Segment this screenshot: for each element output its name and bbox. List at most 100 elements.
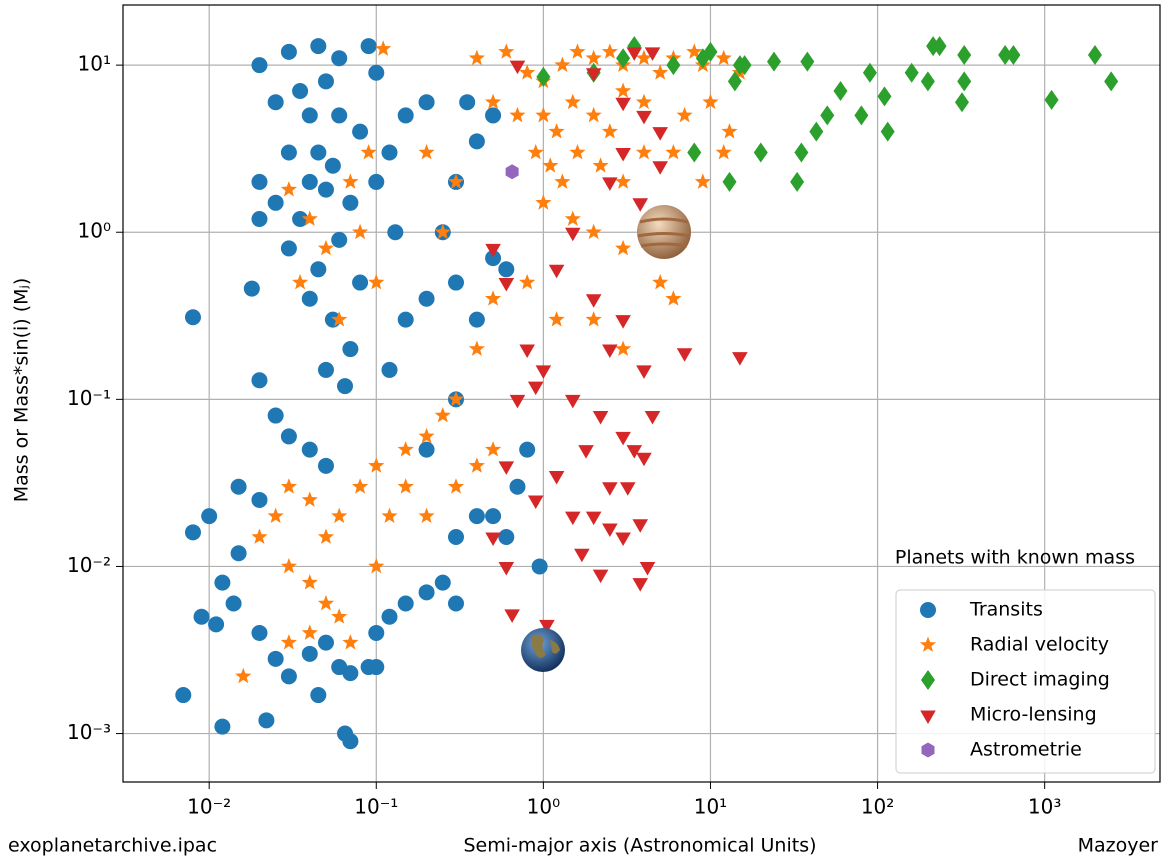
data-point <box>301 491 318 507</box>
data-point <box>387 224 404 241</box>
data-point <box>351 478 369 494</box>
data-point <box>381 361 398 378</box>
data-point <box>665 290 682 306</box>
data-point <box>434 223 451 240</box>
legend-marker <box>920 602 936 618</box>
data-point <box>519 344 535 359</box>
data-point <box>337 378 354 395</box>
data-point <box>535 194 552 210</box>
data-point <box>280 43 297 60</box>
data-point <box>732 352 748 366</box>
data-point <box>368 659 385 676</box>
data-point <box>615 82 632 98</box>
legend-label: Transits <box>969 599 1043 621</box>
data-point <box>235 667 252 684</box>
data-point <box>585 68 602 82</box>
data-point <box>800 51 815 72</box>
data-point <box>753 142 768 163</box>
data-point <box>715 144 732 160</box>
data-point <box>331 107 348 124</box>
data-point <box>280 557 297 574</box>
data-point <box>564 93 581 110</box>
data-point <box>352 274 369 291</box>
data-point <box>418 290 435 307</box>
data-point <box>301 624 318 640</box>
data-point <box>569 144 586 160</box>
data-point <box>251 528 268 544</box>
data-point <box>381 608 398 625</box>
x-tick-label: 10² <box>861 795 894 819</box>
data-point <box>509 106 526 123</box>
data-point <box>592 157 609 173</box>
data-point <box>267 507 284 524</box>
data-point <box>324 157 341 174</box>
data-point <box>301 441 318 458</box>
data-point <box>360 144 377 160</box>
legend-marker <box>921 670 935 690</box>
data-point <box>602 482 618 496</box>
data-point <box>554 173 571 189</box>
data-point <box>626 445 643 459</box>
data-point <box>1104 71 1119 92</box>
data-point <box>301 173 318 190</box>
y-tick-label: 10⁻² <box>67 553 111 577</box>
data-point <box>317 181 334 198</box>
ticks: 10⁻² 10⁻¹ 10⁰ 10¹ 10² 10³ 10⁻³ 10⁻² 10⁻¹ 10⁰ 10¹ <box>67 52 1061 819</box>
data-point <box>292 83 309 100</box>
data-point <box>635 144 653 160</box>
data-point <box>251 173 268 190</box>
data-point <box>854 105 869 126</box>
data-point <box>615 97 631 112</box>
data-point <box>418 507 435 524</box>
data-point <box>375 40 392 56</box>
data-point <box>214 574 231 591</box>
data-point <box>434 407 451 423</box>
data-point <box>932 36 947 57</box>
data-point <box>694 173 711 189</box>
data-point <box>619 482 636 496</box>
data-point <box>251 624 268 641</box>
data-point <box>542 157 559 173</box>
data-point <box>317 361 334 378</box>
data-point <box>585 311 602 327</box>
data-point <box>636 452 652 467</box>
data-point <box>535 365 552 379</box>
data-point <box>251 57 268 74</box>
data-point <box>498 278 515 292</box>
data-point <box>301 645 318 662</box>
data-point <box>509 60 526 75</box>
data-point <box>880 121 895 142</box>
points <box>175 36 1119 750</box>
data-point <box>485 243 501 258</box>
x-tick-label: 10¹ <box>694 795 727 819</box>
data-point <box>585 106 602 123</box>
data-point <box>509 394 526 409</box>
data-point <box>636 365 652 379</box>
data-point <box>447 529 464 546</box>
data-point <box>280 240 297 257</box>
data-point <box>468 311 485 328</box>
data-point <box>331 507 348 524</box>
data-point <box>368 624 385 641</box>
data-point <box>565 511 581 526</box>
data-point <box>632 519 649 533</box>
data-point <box>459 94 476 111</box>
data-point <box>258 712 275 729</box>
data-point <box>175 687 192 704</box>
data-point <box>732 55 747 76</box>
data-point <box>251 211 268 228</box>
data-point <box>310 261 327 278</box>
legend-label: Direct imaging <box>970 669 1110 691</box>
data-point <box>615 315 631 329</box>
data-point <box>342 665 359 682</box>
data-point <box>434 574 451 591</box>
y-tick-label: 10⁰ <box>78 219 111 243</box>
data-point <box>498 43 515 59</box>
y-tick-label: 10¹ <box>78 52 111 76</box>
data-point <box>727 71 742 92</box>
data-point <box>418 94 435 111</box>
data-point <box>626 47 643 61</box>
data-point <box>585 511 602 526</box>
data-point <box>447 390 465 407</box>
data-point <box>998 44 1013 65</box>
